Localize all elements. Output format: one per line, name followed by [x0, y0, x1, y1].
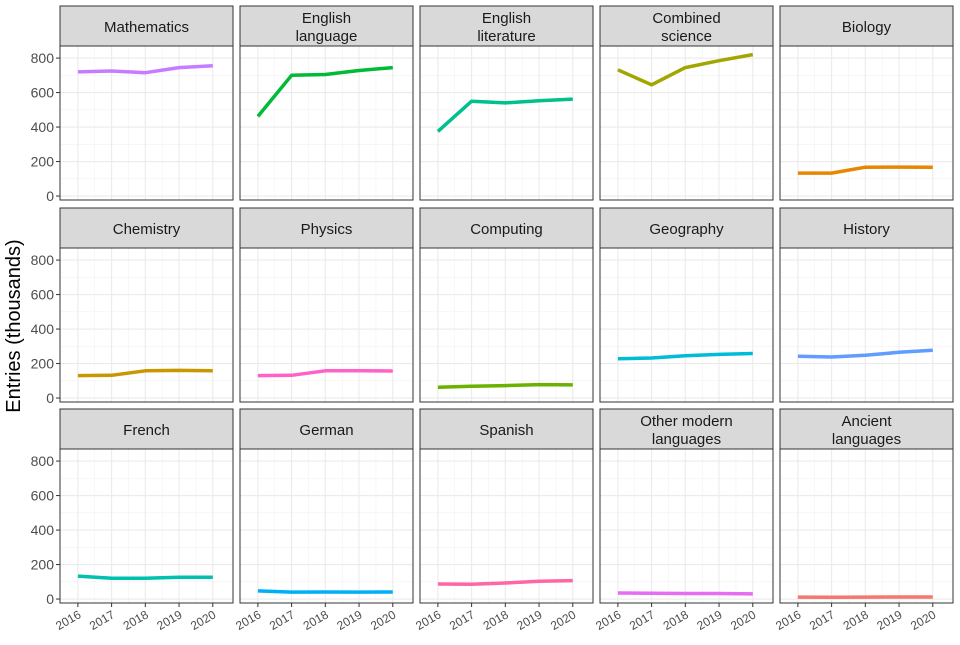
facet-label: science [661, 28, 712, 45]
x-tick-label: 2019 [334, 607, 364, 633]
x-tick-label: 2020 [908, 607, 938, 633]
facet-label: Physics [301, 221, 353, 238]
y-tick-label: 200 [31, 356, 55, 372]
facet-label: Chemistry [113, 221, 181, 238]
x-tick-label: 2019 [154, 607, 184, 633]
plot-background [600, 449, 773, 603]
facet-label: Ancient [841, 413, 892, 430]
y-tick-label: 400 [31, 321, 55, 337]
x-tick-label: 2019 [514, 607, 544, 633]
x-tick-label: 2017 [627, 607, 657, 633]
x-tick-label: 2016 [233, 607, 263, 633]
y-tick-label: 400 [31, 522, 55, 538]
facet-label: German [299, 422, 353, 439]
x-tick-label: 2017 [87, 607, 117, 633]
x-tick-label: 2018 [301, 607, 331, 633]
y-tick-label: 600 [31, 85, 55, 101]
facet-panel: Computing [420, 208, 593, 402]
x-tick-label: 2018 [481, 607, 511, 633]
y-tick-label: 800 [31, 453, 55, 469]
x-tick-label: 2018 [661, 607, 691, 633]
y-tick-label: 200 [31, 557, 55, 573]
facet-label: Mathematics [104, 19, 189, 36]
x-tick-label: 2020 [728, 607, 758, 633]
y-tick-label: 0 [46, 591, 54, 607]
plot-background [600, 248, 773, 402]
facet-label: English [302, 10, 351, 27]
x-tick-label: 2019 [694, 607, 724, 633]
facet-label: Computing [470, 221, 543, 238]
facet-panel: Mathematics 0 200 400 600 800 [31, 6, 233, 204]
facet-panel: Biology [780, 6, 953, 200]
facet-panel: Chemistry 0 200 400 600 800 [31, 208, 233, 406]
x-tick-label: 2020 [548, 607, 578, 633]
x-tick-label: 2018 [841, 607, 871, 633]
plot-background [780, 449, 953, 603]
x-tick-label: 2016 [593, 607, 623, 633]
facet-label: Biology [842, 19, 892, 36]
facet-label: French [123, 422, 170, 439]
x-tick-label: 2017 [447, 607, 477, 633]
y-axis-title: Entries (thousands) [3, 239, 25, 412]
y-tick-label: 600 [31, 488, 55, 504]
x-tick-label: 2017 [267, 607, 297, 633]
facet-label: Other modern [640, 413, 733, 430]
facet-label: language [296, 28, 358, 45]
x-tick-label: 2020 [188, 607, 218, 633]
y-tick-label: 800 [31, 252, 55, 268]
y-tick-label: 0 [46, 390, 54, 406]
facet-label: Geography [649, 221, 724, 238]
facet-label: literature [477, 28, 535, 45]
facet-label: Spanish [479, 422, 533, 439]
facet-label: English [482, 10, 531, 27]
facet-label: languages [652, 431, 721, 448]
x-tick-label: 2018 [121, 607, 151, 633]
x-tick-label: 2019 [874, 607, 904, 633]
x-tick-label: 2020 [368, 607, 398, 633]
facet-panel: History [780, 208, 953, 402]
x-tick-label: 2016 [53, 607, 83, 633]
plot-background [60, 248, 233, 402]
x-tick-label: 2017 [807, 607, 837, 633]
plot-background [780, 46, 953, 200]
y-tick-label: 0 [46, 188, 54, 204]
facet-label: Combined [652, 10, 720, 27]
y-tick-label: 800 [31, 50, 55, 66]
plot-background [60, 46, 233, 200]
facet-label: History [843, 221, 890, 238]
y-tick-label: 600 [31, 287, 55, 303]
y-tick-label: 400 [31, 119, 55, 135]
series-line [618, 593, 753, 594]
plot-background [780, 248, 953, 402]
facet-panel: Physics [240, 208, 413, 402]
facet-panel: Geography [600, 208, 773, 402]
series-line [258, 591, 393, 592]
x-tick-label: 2016 [773, 607, 803, 633]
y-tick-label: 200 [31, 154, 55, 170]
plot-background [420, 248, 593, 402]
plot-background [240, 449, 413, 603]
x-tick-label: 2016 [413, 607, 443, 633]
facet-label: languages [832, 431, 901, 448]
plot-background [240, 248, 413, 402]
